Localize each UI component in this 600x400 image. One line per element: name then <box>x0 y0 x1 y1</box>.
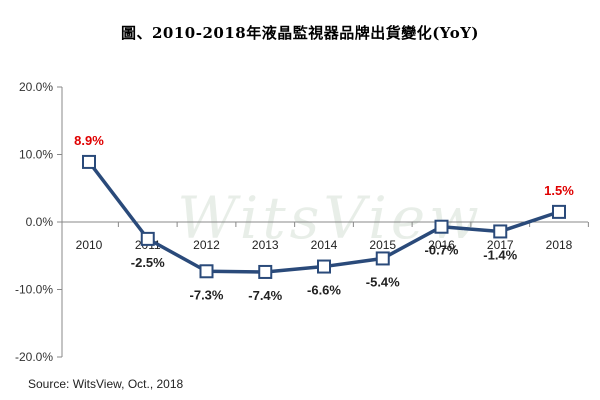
data-label: -1.4% <box>483 247 517 262</box>
y-tick-label: -10.0% <box>15 283 53 297</box>
data-point-marker <box>258 264 273 279</box>
data-point-marker <box>552 204 566 219</box>
x-tick-label: 2013 <box>252 238 279 252</box>
x-tick-label: 2010 <box>76 238 103 252</box>
axes: 20.0%10.0%0.0%-10.0%-20.0%20102011201220… <box>15 80 589 364</box>
data-label: 8.9% <box>74 133 104 148</box>
x-tick-label: 2018 <box>546 238 573 252</box>
chart-title: 圖、2010-2018年液晶監視器品牌出貨變化(YoY) <box>120 24 480 42</box>
data-label: -0.7% <box>425 243 459 258</box>
x-tick-label: 2014 <box>311 238 338 252</box>
data-point-marker <box>199 264 214 279</box>
y-tick-label: 20.0% <box>19 80 53 94</box>
watermark: WitsView <box>177 184 483 252</box>
data-point-marker <box>493 224 508 239</box>
data-label: 1.5% <box>544 183 574 198</box>
x-tick-label: 2012 <box>193 238 220 252</box>
data-label: -7.4% <box>248 288 282 303</box>
x-tick-label: 2016 <box>428 238 455 252</box>
data-label: -2.5% <box>131 255 165 270</box>
data-point-marker <box>317 259 331 274</box>
y-tick-label: -20.0% <box>15 350 53 364</box>
data-point-marker <box>375 251 390 266</box>
data-label: -6.6% <box>307 283 341 298</box>
data-label: -5.4% <box>366 274 400 289</box>
y-tick-label: 0.0% <box>26 215 54 229</box>
data-point-marker <box>82 154 96 169</box>
data-point-marker <box>140 231 155 246</box>
data-point-marker <box>434 219 449 234</box>
x-tick-label: 2017 <box>487 238 514 252</box>
data-labels: 8.9% -2.5% -7.3% -7.4% -6.6% -5.4% -0.7% -1.4% 1… <box>74 133 574 303</box>
data-label: -7.3% <box>190 287 224 302</box>
source-note: Source: WitsView, Oct., 2018 <box>28 377 184 391</box>
series-line <box>82 154 566 279</box>
y-tick-label: 10.0% <box>19 148 53 162</box>
x-tick-label: 2015 <box>369 238 396 252</box>
